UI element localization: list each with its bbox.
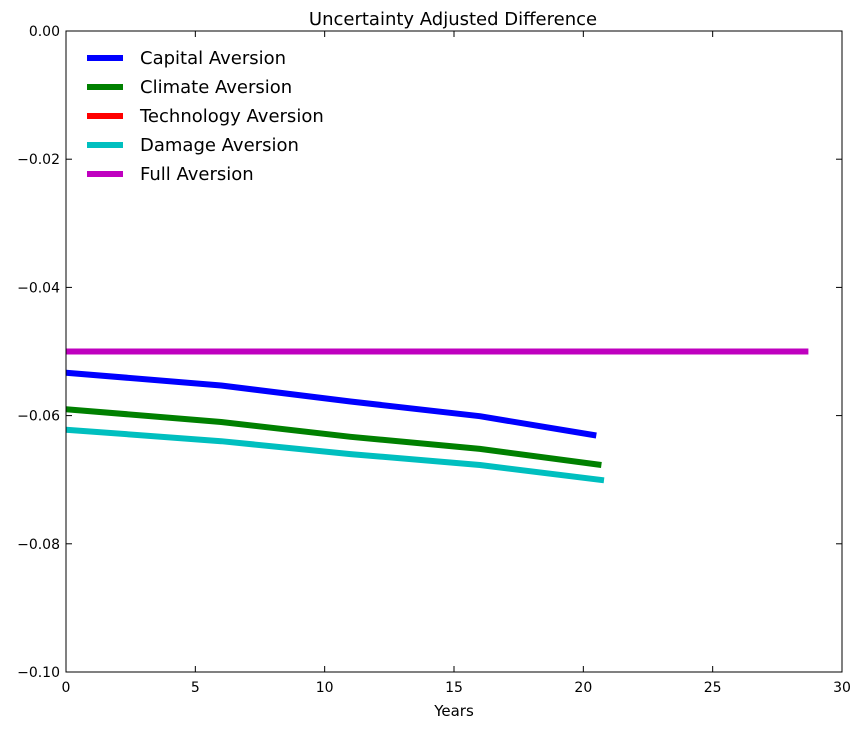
legend-label: Damage Aversion bbox=[140, 135, 299, 156]
x-axis-label: Years bbox=[433, 702, 474, 720]
x-tick-label: 20 bbox=[574, 680, 592, 696]
chart-title: Uncertainty Adjusted Difference bbox=[309, 9, 597, 30]
legend-label: Capital Aversion bbox=[140, 48, 286, 69]
x-tick-label: 0 bbox=[62, 680, 71, 696]
legend-label: Technology Aversion bbox=[139, 106, 324, 127]
legend: Capital Aversion Climate Aversion Technolo… bbox=[87, 48, 324, 185]
x-tick-label: 15 bbox=[445, 680, 463, 696]
y-tick-label: −0.08 bbox=[17, 537, 60, 553]
y-tick-label: −0.04 bbox=[17, 280, 60, 296]
tick-layer: 0 5 10 15 20 25 30 −0.10 −0.08 −0.06 −0.04 −0.02 0.0… bbox=[17, 24, 851, 696]
series-line-1 bbox=[65, 406, 602, 468]
y-tick-label: 0.00 bbox=[29, 24, 60, 40]
y-tick-label: −0.10 bbox=[17, 665, 60, 681]
y-tick-label: −0.02 bbox=[17, 152, 60, 168]
y-tick-label: −0.06 bbox=[17, 409, 60, 425]
series-layer bbox=[65, 348, 809, 484]
series-line-0 bbox=[65, 369, 597, 439]
legend-label: Climate Aversion bbox=[140, 77, 292, 98]
legend-label: Full Aversion bbox=[140, 164, 254, 185]
x-tick-label: 30 bbox=[833, 680, 851, 696]
x-tick-label: 5 bbox=[191, 680, 200, 696]
x-tick-label: 25 bbox=[704, 680, 722, 696]
x-tick-label: 10 bbox=[316, 680, 334, 696]
series-line-3 bbox=[65, 426, 605, 484]
